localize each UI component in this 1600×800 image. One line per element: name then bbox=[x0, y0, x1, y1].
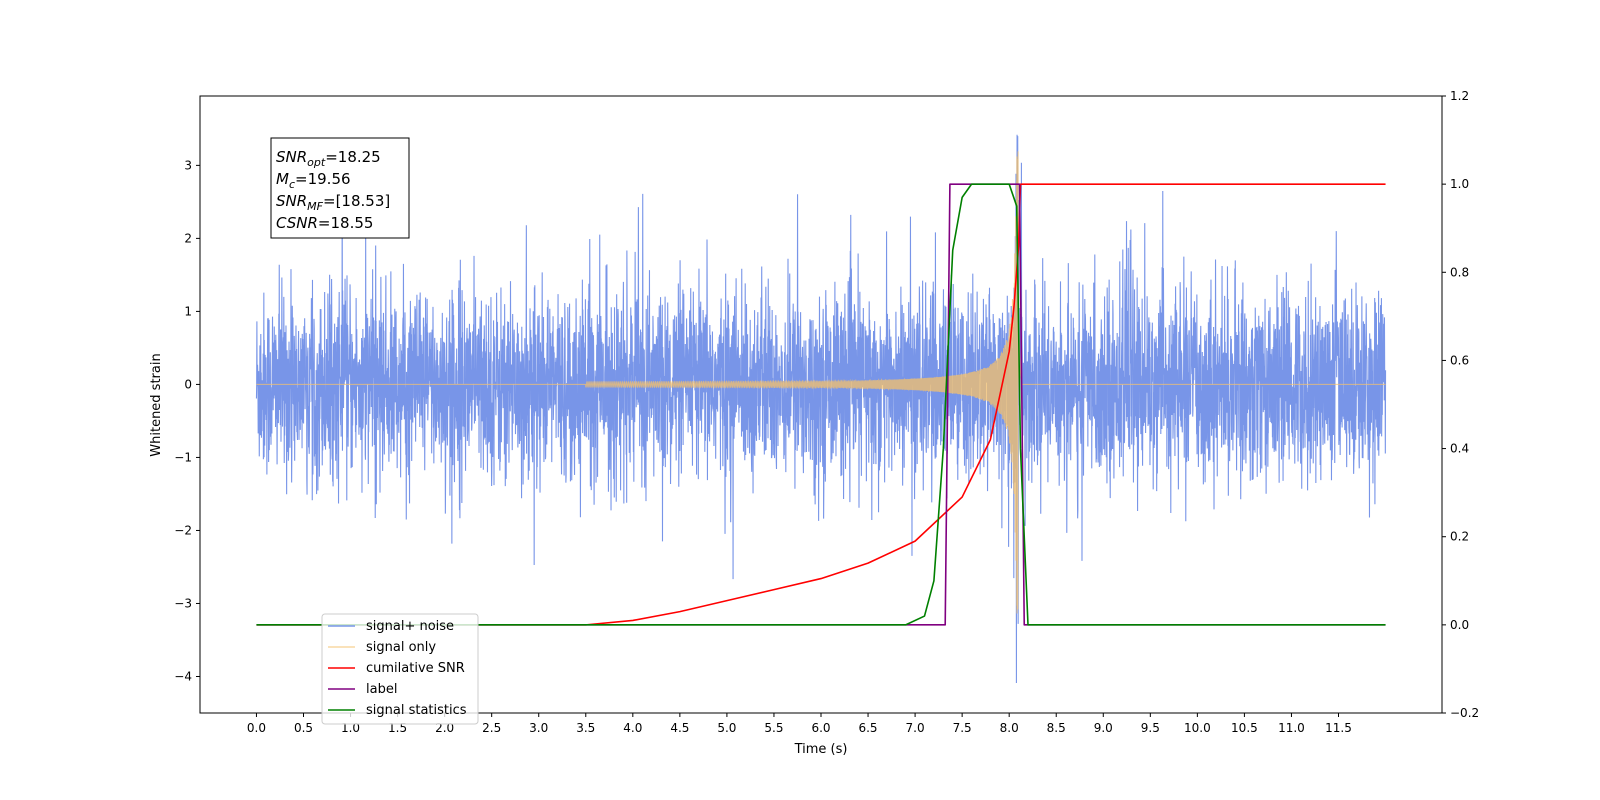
y-tick-label: −4 bbox=[174, 669, 192, 683]
y2-tick-label: 1.2 bbox=[1450, 89, 1469, 103]
y-tick-label: −1 bbox=[174, 450, 192, 464]
y-tick-label: 1 bbox=[184, 304, 192, 318]
x-tick-label: 11.0 bbox=[1278, 721, 1305, 735]
annotation-line: SNRopt=18.25 bbox=[276, 148, 381, 169]
y2-tick-label: 0.8 bbox=[1450, 265, 1469, 279]
x-tick-label: 3.5 bbox=[576, 721, 595, 735]
x-tick-label: 6.5 bbox=[858, 721, 877, 735]
x-tick-label: 7.0 bbox=[906, 721, 925, 735]
y-tick-label: 2 bbox=[184, 231, 192, 245]
y2-tick-label: −0.2 bbox=[1450, 706, 1479, 720]
y2-tick-label: 0.4 bbox=[1450, 442, 1469, 456]
x-tick-label: 5.0 bbox=[717, 721, 736, 735]
y-tick-label: 0 bbox=[184, 377, 192, 391]
legend: signal+ noise signal only cumilative SNR la… bbox=[321, 613, 479, 725]
x-tick-label: 0.0 bbox=[247, 721, 266, 735]
legend-label: signal only bbox=[366, 640, 436, 655]
legend-label: signal statistics bbox=[366, 703, 467, 718]
y-axis-label: Whitened strain bbox=[149, 353, 164, 456]
y-axis-right: −0.2 0.0 0.2 0.4 0.6 0.8 1.0 1.2 bbox=[1442, 89, 1479, 720]
annotation-line: SNRMF=[18.53] bbox=[276, 192, 390, 213]
legend-label: signal+ noise bbox=[366, 619, 454, 634]
annotation-frame bbox=[270, 137, 410, 239]
y-tick-label: −3 bbox=[174, 596, 192, 610]
x-tick-label: 10.0 bbox=[1184, 721, 1211, 735]
x-tick-label: 4.0 bbox=[623, 721, 642, 735]
y-tick-label: −2 bbox=[174, 523, 192, 537]
legend-label: label bbox=[366, 682, 397, 697]
series-cumulative-snr bbox=[256, 183, 1386, 626]
series-signal-statistics bbox=[256, 183, 1386, 626]
y-axis-left: −4 −3 −2 −1 0 1 2 3 bbox=[174, 158, 200, 683]
series-signal-only bbox=[256, 151, 1386, 614]
annotation-line: CSNR=18.55 bbox=[276, 214, 373, 232]
x-tick-label: 8.5 bbox=[1047, 721, 1066, 735]
y2-tick-label: 0.6 bbox=[1450, 353, 1469, 367]
x-tick-label: 5.5 bbox=[764, 721, 783, 735]
x-tick-label: 4.5 bbox=[670, 721, 689, 735]
series-signal-noise bbox=[255, 134, 1387, 684]
x-tick-label: 0.5 bbox=[294, 721, 313, 735]
x-tick-label: 9.0 bbox=[1094, 721, 1113, 735]
x-tick-label: 11.5 bbox=[1325, 721, 1352, 735]
y-tick-label: 3 bbox=[184, 158, 192, 172]
annotation-box: SNRopt=18.25Mc=19.56SNRMF=[18.53]CSNR=18… bbox=[270, 137, 410, 239]
x-tick-label: 7.5 bbox=[953, 721, 972, 735]
x-tick-label: 8.0 bbox=[1000, 721, 1019, 735]
annotation-line: Mc=19.56 bbox=[276, 170, 351, 191]
y2-tick-label: 1.0 bbox=[1450, 177, 1469, 191]
x-tick-label: 6.0 bbox=[811, 721, 830, 735]
x-tick-label: 9.5 bbox=[1141, 721, 1160, 735]
x-axis-label: Time (s) bbox=[794, 742, 848, 757]
legend-label: cumilative SNR bbox=[366, 661, 465, 676]
x-tick-label: 10.5 bbox=[1231, 721, 1258, 735]
x-tick-label: 3.0 bbox=[529, 721, 548, 735]
legend-frame bbox=[321, 613, 479, 725]
x-tick-label: 2.5 bbox=[482, 721, 501, 735]
plot-area bbox=[255, 134, 1387, 684]
y2-tick-label: 0.0 bbox=[1450, 618, 1469, 632]
y2-tick-label: 0.2 bbox=[1450, 530, 1469, 544]
